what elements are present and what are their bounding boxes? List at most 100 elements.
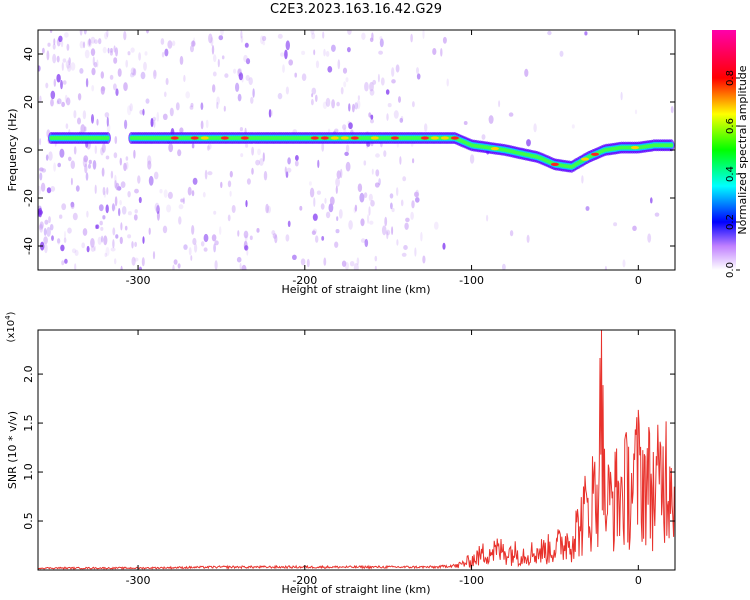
noise-speckle xyxy=(220,181,223,189)
noise-speckle xyxy=(353,263,359,270)
noise-speckle xyxy=(395,64,400,73)
noise-speckle xyxy=(374,182,380,188)
noise-speckle xyxy=(311,87,317,95)
noise-speckle xyxy=(214,240,219,246)
noise-speckle xyxy=(416,73,421,80)
noise-speckle xyxy=(322,101,328,110)
noise-speckle xyxy=(101,235,104,243)
noise-speckle xyxy=(250,96,254,104)
noise-speckle xyxy=(363,192,368,199)
noise-speckle xyxy=(94,184,97,194)
noise-speckle xyxy=(325,50,330,57)
noise-speckle xyxy=(115,234,119,239)
noise-speckle xyxy=(432,48,437,55)
noise-speckle xyxy=(369,81,374,92)
noise-speckle xyxy=(295,155,299,161)
noise-speckle xyxy=(107,47,110,54)
noise-speckle xyxy=(187,186,192,196)
noise-speckle xyxy=(194,243,198,253)
noise-speckle xyxy=(202,191,206,198)
noise-speckle xyxy=(97,236,102,245)
noise-speckle xyxy=(167,191,173,199)
noise-speckle xyxy=(44,219,49,225)
noise-speckle xyxy=(70,203,75,210)
noise-speckle xyxy=(286,167,292,173)
noise-speckle xyxy=(251,167,254,175)
noise-speckle xyxy=(241,264,247,270)
noise-speckle xyxy=(120,222,123,231)
noise-speckle xyxy=(101,143,106,153)
x-tick-label: -200 xyxy=(292,574,317,587)
colorbar-tick-label: 0.2 xyxy=(725,214,736,230)
noise-speckle xyxy=(172,40,176,47)
noise-speckle xyxy=(213,210,217,215)
noise-speckle xyxy=(86,245,90,253)
noise-speckle xyxy=(321,236,325,241)
noise-speckle xyxy=(146,30,149,34)
noise-speckle xyxy=(331,44,336,52)
noise-speckle xyxy=(390,202,393,210)
noise-speckle xyxy=(315,94,318,103)
spectrogram-x-label: Height of straight line (km) xyxy=(281,283,430,296)
noise-speckle xyxy=(134,188,139,194)
noise-speckle xyxy=(88,159,92,165)
noise-speckle xyxy=(131,241,134,249)
noise-speckle xyxy=(205,119,209,129)
noise-speckle xyxy=(396,187,399,197)
noise-speckle xyxy=(217,58,220,68)
colorbar-tick-label: 0.0 xyxy=(725,262,736,278)
noise-speckle xyxy=(335,229,340,234)
noise-speckle xyxy=(160,38,165,45)
noise-speckle xyxy=(379,36,383,41)
noise-speckle xyxy=(265,203,269,214)
noise-speckle xyxy=(244,42,249,48)
noise-speckle xyxy=(56,55,60,63)
noise-speckle xyxy=(434,221,439,230)
noise-speckle xyxy=(368,193,373,202)
noise-speckle xyxy=(391,207,395,213)
noise-speckle xyxy=(70,62,76,71)
noise-speckle xyxy=(104,252,108,258)
noise-speckle xyxy=(191,143,195,149)
noise-speckle xyxy=(46,187,52,194)
noise-speckle xyxy=(53,38,56,45)
noise-speckle xyxy=(124,119,128,130)
noise-speckle xyxy=(52,53,57,64)
ridge-inner xyxy=(105,136,110,140)
noise-speckle xyxy=(369,89,375,96)
noise-speckle xyxy=(207,143,212,150)
noise-speckle xyxy=(68,57,71,66)
noise-speckle xyxy=(227,214,231,222)
noise-speckle xyxy=(71,248,77,254)
snr-y-multiplier: (x104) xyxy=(4,311,17,342)
noise-speckle xyxy=(334,241,339,248)
noise-speckle xyxy=(44,243,48,254)
noise-speckle xyxy=(61,101,65,108)
noise-speckle xyxy=(137,175,141,184)
noise-speckle xyxy=(38,185,42,195)
spectrogram-x-axis: -300 -200 -100 0 xyxy=(126,30,642,287)
noise-speckle xyxy=(335,185,338,194)
noise-speckle xyxy=(312,213,318,221)
noise-speckle xyxy=(168,143,174,153)
noise-speckle xyxy=(70,160,76,169)
noise-speckle xyxy=(284,49,288,60)
noise-speckle xyxy=(43,236,48,245)
noise-speckle xyxy=(82,110,87,120)
noise-speckle xyxy=(287,220,291,227)
noise-speckle xyxy=(469,154,475,164)
noise-speckle xyxy=(670,106,674,114)
noise-speckle xyxy=(245,143,249,148)
noise-speckle xyxy=(131,256,136,266)
noise-speckle xyxy=(114,196,118,207)
noise-speckle xyxy=(148,227,151,235)
noise-speckle xyxy=(320,203,325,210)
noise-speckle xyxy=(650,197,653,204)
noise-speckle xyxy=(251,146,255,156)
noise-speckle xyxy=(110,170,114,179)
noise-speckle xyxy=(152,251,156,260)
noise-speckle xyxy=(98,38,102,45)
noise-speckle xyxy=(364,238,369,248)
noise-speckle xyxy=(86,210,89,218)
noise-speckle xyxy=(412,158,415,164)
